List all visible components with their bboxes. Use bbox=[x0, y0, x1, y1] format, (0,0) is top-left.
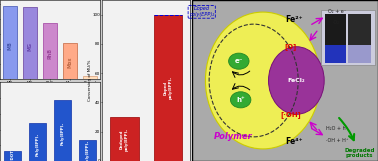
Text: Fe²⁺: Fe²⁺ bbox=[286, 15, 303, 24]
Text: Dedoped
poly(EPP)₂: Dedoped poly(EPP)₂ bbox=[120, 128, 129, 151]
Text: MB: MB bbox=[8, 42, 12, 50]
Bar bbox=[29, 123, 46, 161]
Ellipse shape bbox=[205, 12, 321, 149]
Ellipse shape bbox=[268, 47, 324, 114]
Text: ·OH + H⁺: ·OH + H⁺ bbox=[326, 137, 349, 143]
Text: H₂O + h⁺: H₂O + h⁺ bbox=[326, 126, 348, 131]
Text: e⁻: e⁻ bbox=[235, 58, 243, 64]
Text: Doped
poly(EPP)₂: Doped poly(EPP)₂ bbox=[189, 6, 214, 17]
Bar bbox=[325, 14, 345, 45]
Bar bbox=[3, 6, 17, 79]
Text: Polymer: Polymer bbox=[214, 132, 253, 141]
Ellipse shape bbox=[229, 53, 249, 69]
Text: PEDOT: PEDOT bbox=[11, 149, 14, 161]
Text: Poly(EPP)₂: Poly(EPP)₂ bbox=[60, 122, 64, 145]
Y-axis label: Conversion of MU/%: Conversion of MU/% bbox=[88, 60, 92, 101]
Text: Doped
poly(EPP)₂: Doped poly(EPP)₂ bbox=[164, 76, 172, 99]
Bar bbox=[348, 45, 370, 63]
Ellipse shape bbox=[231, 92, 251, 108]
Bar bbox=[43, 23, 57, 79]
Bar bbox=[23, 7, 37, 79]
Text: ·O₂⁻: ·O₂⁻ bbox=[332, 20, 342, 25]
Bar bbox=[54, 100, 71, 161]
Bar bbox=[63, 43, 77, 79]
Text: Poly(EPP)₃: Poly(EPP)₃ bbox=[85, 140, 90, 161]
X-axis label: Different dyes: Different dyes bbox=[36, 85, 64, 89]
Bar bbox=[4, 151, 21, 161]
Text: [O]: [O] bbox=[285, 43, 297, 50]
Bar bbox=[110, 117, 138, 161]
Bar bbox=[154, 15, 182, 161]
Text: Fe⁴⁺: Fe⁴⁺ bbox=[286, 137, 303, 146]
Bar bbox=[348, 14, 370, 45]
Text: RhB: RhB bbox=[48, 48, 53, 59]
Bar bbox=[325, 45, 345, 63]
Bar bbox=[83, 76, 97, 79]
Text: [·OH]: [·OH] bbox=[280, 111, 301, 118]
Bar bbox=[79, 140, 96, 161]
Text: Mox: Mox bbox=[67, 57, 73, 68]
FancyBboxPatch shape bbox=[192, 0, 378, 161]
FancyBboxPatch shape bbox=[321, 10, 375, 65]
Text: h⁺: h⁺ bbox=[236, 97, 245, 103]
Text: O₂ + e⁻: O₂ + e⁻ bbox=[328, 9, 346, 14]
Text: Degraded
products: Degraded products bbox=[344, 147, 375, 158]
Text: MG: MG bbox=[28, 42, 33, 51]
Text: Poly(EPP)₁: Poly(EPP)₁ bbox=[36, 133, 39, 156]
Text: FeCl₂: FeCl₂ bbox=[288, 78, 305, 83]
